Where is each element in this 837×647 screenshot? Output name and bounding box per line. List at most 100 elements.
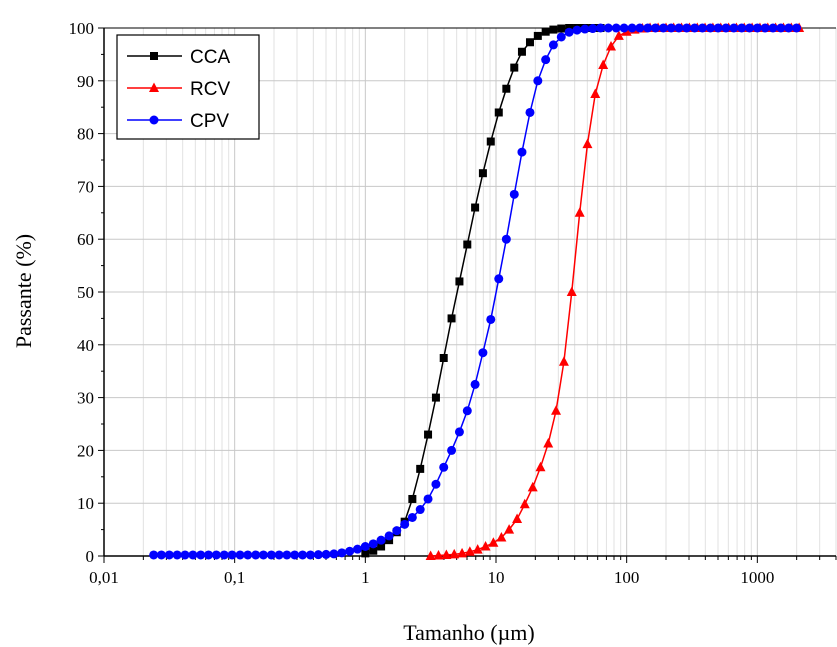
data-point-circle [227,550,237,560]
data-point-circle [760,23,770,33]
data-point-triangle [613,30,624,40]
y-tick-label: 80 [77,125,94,144]
data-point-triangle [551,405,562,415]
data-point-circle [400,519,410,529]
data-point-square [549,25,558,34]
data-point-circle [744,23,754,33]
data-point-circle [305,550,315,560]
data-point-circle [494,274,504,284]
x-axis-title: Tamanho (µm) [403,620,534,645]
data-point-circle [164,550,174,560]
data-point-square [541,27,550,36]
data-point-circle [682,23,692,33]
data-point-triangle [488,537,499,547]
data-point-square [361,549,370,558]
data-point-triangle [582,138,593,149]
x-tick-label: 0,01 [89,568,119,587]
data-point-square [502,84,511,93]
data-point-circle [752,23,762,33]
data-point-square [510,63,519,72]
y-axis-title: Passante (%) [11,234,36,348]
data-point-circle [635,23,645,33]
data-point-square [150,52,158,60]
y-tick-label: 50 [77,283,94,302]
data-point-circle [196,550,206,560]
data-point-circle [360,541,370,551]
data-point-square [431,393,440,402]
data-point-triangle [590,88,601,98]
data-point-triangle [504,524,515,534]
legend-item-rcv: RCV [127,79,230,100]
data-point-circle [345,546,355,556]
data-point-circle [454,427,464,437]
data-point-triangle [496,532,507,542]
series-layer [149,22,805,560]
data-point-circle [211,550,221,560]
data-point-circle [580,24,590,34]
data-point-circle [298,550,308,560]
data-point-triangle [512,513,523,524]
data-point-circle [548,40,558,50]
data-point-circle [690,23,700,33]
data-point-circle [666,23,676,33]
data-point-circle [486,314,496,324]
data-point-circle [337,548,347,558]
data-point-circle [729,23,739,33]
data-point-square [408,494,417,503]
data-point-square [494,108,503,117]
data-point-square [557,24,566,33]
data-point-circle [776,23,786,33]
data-point-circle [188,550,198,560]
data-point-circle [423,494,433,504]
data-point-square [455,277,464,286]
legend-label: RCV [190,79,230,100]
data-point-circle [588,24,598,34]
data-point-circle [258,550,268,560]
data-point-circle [697,23,707,33]
y-tick-label: 0 [86,547,95,566]
data-point-square [471,203,480,212]
legend-box [116,34,260,140]
data-point-square [377,542,386,551]
data-point-triangle [558,356,569,366]
data-point-circle [462,406,472,416]
legend: CCA RCV CPV [116,34,260,140]
data-point-circle [407,512,417,522]
series-cpv [149,23,802,560]
data-point-triangle [606,40,617,51]
data-point-circle [737,23,747,33]
x-tick-label: 0,1 [224,568,245,587]
y-tick-label: 90 [77,72,94,91]
x-tick-label: 100 [614,568,640,587]
data-point-circle [541,55,551,65]
data-point-square [439,354,448,362]
data-point-square [463,240,472,249]
data-point-circle [603,23,613,33]
data-point-triangle [464,546,475,556]
y-tick-label: 20 [77,441,94,460]
data-point-square [525,38,534,47]
y-tick-label: 10 [77,494,94,513]
data-point-triangle [457,547,468,558]
data-point-circle [478,348,488,358]
data-point-circle [501,234,511,244]
data-point-circle [674,23,684,33]
data-point-circle [274,550,284,560]
data-point-circle [713,23,723,33]
data-point-circle [509,189,519,199]
data-point-triangle [543,438,554,448]
data-point-circle [313,550,323,560]
data-point-circle [156,550,166,560]
data-point-circle [149,115,159,125]
data-point-square [486,137,495,146]
data-point-circle [517,147,527,157]
y-tick-label: 30 [77,389,94,408]
data-point-circle [650,23,660,33]
data-point-circle [376,535,386,545]
legend-item-cpv: CPV [127,111,229,132]
legend-label: CPV [190,111,229,132]
data-point-circle [447,445,457,455]
data-point-square [517,47,526,56]
data-point-circle [290,550,300,560]
data-point-circle [792,23,802,33]
